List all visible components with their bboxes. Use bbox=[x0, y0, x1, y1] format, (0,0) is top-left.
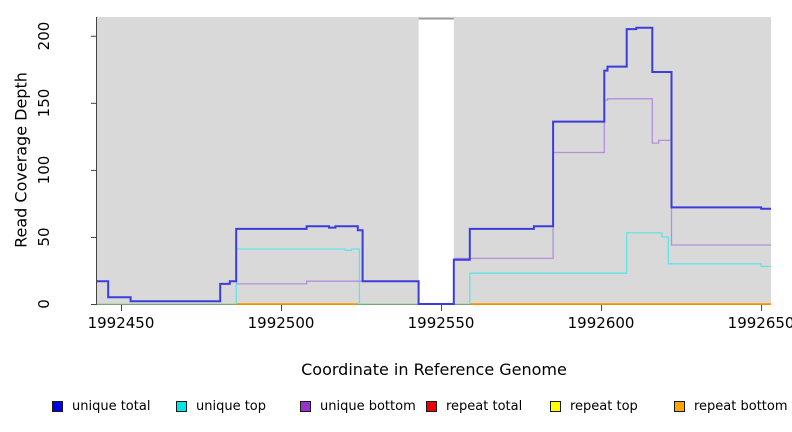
legend-item-repeat-top: repeat top bbox=[550, 399, 638, 414]
legend-item-repeat-total: repeat total bbox=[426, 399, 522, 414]
masked-gap-region bbox=[418, 17, 454, 305]
legend-item-unique-total: unique total bbox=[52, 399, 150, 414]
x-tick-label: 1992500 bbox=[247, 314, 315, 332]
legend-item-unique-bottom: unique bottom bbox=[300, 399, 416, 414]
legend-item-unique-top: unique top bbox=[176, 399, 266, 414]
unique-total-line bbox=[97, 26, 771, 305]
legend-swatch-icon bbox=[674, 401, 685, 412]
x-tick-label: 1992600 bbox=[567, 314, 635, 332]
y-axis-title: Read Coverage Depth bbox=[11, 72, 31, 248]
legend-swatch-icon bbox=[426, 401, 437, 412]
y-tick-label: 200 bbox=[35, 21, 53, 51]
x-tick-label: 1992450 bbox=[87, 314, 155, 332]
legend-swatch-icon bbox=[176, 401, 187, 412]
legend-label: repeat total bbox=[446, 399, 523, 414]
legend-label: unique bottom bbox=[320, 399, 416, 414]
x-tick-label: 1992650 bbox=[727, 314, 792, 332]
legend-swatch-icon bbox=[300, 401, 311, 412]
x-tick-label: 1992550 bbox=[407, 314, 475, 332]
y-tick-label: 0 bbox=[35, 299, 53, 309]
legend-swatch-icon bbox=[52, 401, 63, 412]
legend-label: repeat top bbox=[570, 399, 638, 414]
y-tick-label: 50 bbox=[35, 227, 53, 247]
legend-label: unique total bbox=[72, 399, 151, 414]
unique-bottom-line bbox=[453, 98, 771, 260]
y-tick-label: 150 bbox=[35, 88, 53, 118]
legend-swatch-icon bbox=[550, 401, 561, 412]
unique-top-line bbox=[469, 232, 771, 304]
y-tick-label: 100 bbox=[35, 155, 53, 185]
unique-top-line bbox=[235, 248, 361, 305]
legend-label: repeat bottom bbox=[694, 399, 788, 414]
x-axis-title: Coordinate in Reference Genome bbox=[301, 360, 567, 379]
legend-label: unique top bbox=[196, 399, 267, 414]
chart-legend: unique total unique top unique bottom repea… bbox=[0, 399, 792, 419]
legend-item-repeat-bottom: repeat bottom bbox=[674, 399, 788, 414]
